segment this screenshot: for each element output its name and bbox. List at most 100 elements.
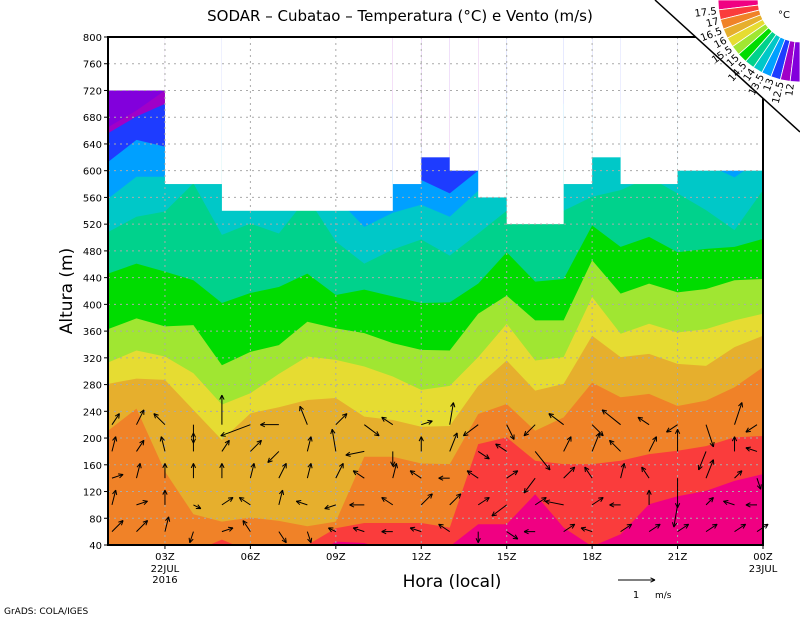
wind-vector [591, 432, 601, 452]
arrow-head [463, 434, 469, 437]
wind-vector [745, 424, 758, 433]
arrow-head [491, 514, 497, 517]
arrow-shaft [534, 451, 551, 471]
wind-vector [136, 439, 145, 452]
arrow-head [637, 416, 644, 419]
no-data-region [563, 37, 593, 185]
wind-vector [563, 436, 572, 452]
reference-vector: 1 m/s [618, 577, 672, 601]
arrow-shaft [523, 424, 536, 437]
arrow-shaft [705, 459, 714, 479]
no-data-region [449, 37, 479, 171]
arrow-head [745, 430, 751, 433]
arrow-head [145, 520, 149, 526]
arrow-head [548, 464, 551, 471]
arrow-shaft [364, 424, 380, 437]
arrow-head [381, 417, 385, 422]
arrow-head [601, 430, 604, 436]
wind-vector [219, 394, 225, 425]
arrow-head [139, 439, 145, 444]
wind-vector [136, 520, 149, 532]
arrow-head [756, 485, 762, 490]
arrow-head [115, 436, 118, 442]
arrow-head [428, 420, 433, 425]
arrow-shaft [734, 523, 746, 533]
wind-vector [188, 531, 194, 544]
arrow-head [164, 463, 168, 469]
arrow-head [523, 490, 529, 494]
arrow-head [239, 496, 245, 499]
arrow-shaft [648, 523, 661, 533]
arrow-head [324, 504, 329, 509]
wind-vector [111, 436, 118, 452]
wind-vector [159, 436, 166, 452]
arrow-head [142, 520, 148, 523]
wind-vector [705, 523, 718, 533]
arrow-head [623, 463, 626, 469]
arrow-head [741, 402, 744, 408]
y-tick-label: 640 [83, 140, 102, 151]
arrow-shaft [421, 420, 433, 426]
x-tick-label: 15Z [497, 552, 517, 563]
arrow-shaft [449, 432, 458, 452]
arrow-head [168, 516, 171, 522]
wind-vector [306, 463, 313, 479]
wind-vector [544, 499, 564, 506]
arrow-shaft [267, 451, 280, 463]
wind-vector [135, 463, 142, 479]
arrow-head [260, 424, 266, 428]
wind-vector [220, 424, 251, 437]
arrow-shaft [609, 439, 621, 452]
y-tick-label: 760 [83, 60, 102, 71]
arrow-head [342, 413, 348, 416]
footer-credit: GrADS: COLA/IGES [4, 607, 88, 617]
x-axis-label: Hora (local) [403, 572, 502, 592]
wind-vector [548, 413, 564, 426]
arrow-head [349, 504, 355, 508]
wind-vector [523, 529, 536, 535]
arrow-shaft [637, 416, 650, 426]
wind-vector [506, 424, 515, 440]
arrow-shaft [477, 497, 490, 506]
arrow-shaft [381, 416, 394, 426]
arrow-head [250, 463, 255, 468]
y-tick-label: 200 [83, 434, 102, 445]
wind-vector [381, 529, 393, 535]
y-tick-label: 800 [83, 33, 102, 44]
wind-vector [136, 500, 148, 506]
arrow-head [310, 436, 313, 442]
arrow-head [310, 537, 313, 543]
arrow-shaft [136, 520, 148, 532]
arrow-shaft [278, 489, 284, 506]
reference-value: 1 [633, 590, 639, 601]
arrow-head [238, 497, 243, 503]
arrow-head [545, 467, 551, 471]
arrow-head [219, 463, 223, 469]
y-tick-label: 80 [89, 514, 102, 525]
wind-vector [190, 424, 197, 444]
wind-vector [591, 496, 604, 506]
arrow-shaft [620, 463, 625, 479]
arrow-shaft [580, 527, 593, 533]
x-tick-label: 09Z [326, 552, 346, 563]
arrow-head [227, 496, 234, 499]
arrow-head [569, 466, 575, 470]
arrow-head [742, 523, 747, 529]
arrow-head [601, 409, 605, 415]
arrow-shaft [506, 531, 519, 540]
wind-vector [352, 526, 365, 533]
wind-vector [745, 502, 757, 508]
arrow-head [221, 463, 225, 469]
arrow-head [381, 496, 387, 499]
arrow-shaft [491, 504, 507, 517]
arrow-shaft [506, 424, 515, 440]
arrow-head [139, 463, 142, 469]
wind-vector [534, 451, 551, 471]
arrow-shaft [409, 470, 422, 479]
arrow-head [484, 496, 490, 499]
arrow-head [420, 436, 424, 442]
no-data-region [620, 37, 678, 185]
arrow-head [143, 500, 148, 506]
arrow-head [650, 579, 656, 583]
